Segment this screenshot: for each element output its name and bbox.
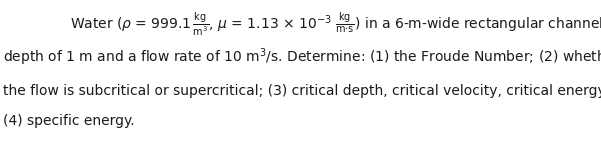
- Text: depth of 1 m and a flow rate of 10 m$^3$/s. Determine: (1) the Froude Number; (2: depth of 1 m and a flow rate of 10 m$^3$…: [3, 46, 601, 68]
- Text: Water ($\rho$ = 999.1$\,\frac{\mathrm{kg}}{\mathrm{m}^3}$, $\mu$ = 1.13 $\times$: Water ($\rho$ = 999.1$\,\frac{\mathrm{kg…: [70, 11, 601, 38]
- Text: the flow is subcritical or supercritical; (3) critical depth, critical velocity,: the flow is subcritical or supercritical…: [3, 84, 601, 98]
- Text: (4) specific energy.: (4) specific energy.: [3, 114, 135, 128]
